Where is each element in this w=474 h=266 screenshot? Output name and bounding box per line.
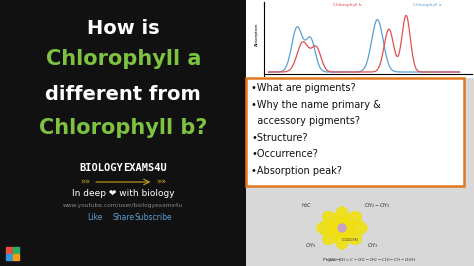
Text: $CO_2CH_3$: $CO_2CH_3$ bbox=[341, 236, 359, 244]
Text: different from: different from bbox=[46, 85, 201, 103]
Circle shape bbox=[338, 224, 346, 232]
Text: In deep ❤ with biology: In deep ❤ with biology bbox=[72, 189, 174, 198]
Circle shape bbox=[332, 218, 352, 238]
Ellipse shape bbox=[317, 222, 335, 235]
Text: Chlorophyll b: Chlorophyll b bbox=[333, 3, 362, 7]
Text: Chlorophyll b?: Chlorophyll b? bbox=[39, 118, 208, 138]
Text: $CH_3$: $CH_3$ bbox=[305, 242, 316, 251]
Text: BIOLOGY: BIOLOGY bbox=[80, 163, 123, 173]
Ellipse shape bbox=[346, 229, 361, 244]
Text: •Why the name primary &: •Why the name primary & bbox=[252, 99, 381, 110]
Bar bbox=[0, 0, 246, 266]
Text: $CH_2-CH=C-CH_2-CH_2-CH_2-CH-CH_2H$: $CH_2-CH=C-CH_2-CH_2-CH_2-CH-CH_2H$ bbox=[328, 256, 417, 264]
Ellipse shape bbox=[323, 212, 338, 227]
Text: •Absorption peak?: •Absorption peak? bbox=[252, 166, 342, 176]
Text: Absorption: Absorption bbox=[255, 22, 258, 46]
Text: »»: »» bbox=[156, 177, 166, 186]
Text: Phytol {: Phytol { bbox=[323, 258, 341, 262]
Text: Chlorophyll a: Chlorophyll a bbox=[46, 49, 201, 69]
Ellipse shape bbox=[336, 231, 348, 249]
Bar bbox=[6, 254, 12, 260]
Ellipse shape bbox=[346, 212, 361, 227]
Text: Subscribe: Subscribe bbox=[135, 214, 172, 222]
Text: Chlorophyll a: Chlorophyll a bbox=[412, 3, 441, 7]
Bar bbox=[6, 247, 12, 253]
Bar bbox=[246, 0, 474, 266]
Text: Like: Like bbox=[88, 214, 103, 222]
Bar bbox=[13, 254, 19, 260]
Ellipse shape bbox=[349, 222, 367, 235]
Ellipse shape bbox=[336, 207, 348, 225]
Text: »»: »» bbox=[80, 177, 91, 186]
Text: EXAMS4U: EXAMS4U bbox=[123, 163, 167, 173]
Text: $H_2C$: $H_2C$ bbox=[301, 202, 313, 210]
Text: Share: Share bbox=[112, 214, 134, 222]
Text: •Structure?: •Structure? bbox=[252, 133, 308, 143]
Text: •What are pigments?: •What are pigments? bbox=[252, 83, 356, 93]
Text: accessory pigments?: accessory pigments? bbox=[252, 116, 361, 126]
Bar bbox=[13, 247, 19, 253]
Ellipse shape bbox=[323, 229, 338, 244]
Bar bbox=[246, 78, 464, 186]
Text: $CH_2-CH_3$: $CH_2-CH_3$ bbox=[364, 202, 390, 210]
Bar bbox=[246, 0, 474, 78]
Text: $CH_3$: $CH_3$ bbox=[366, 242, 377, 251]
Text: How is: How is bbox=[87, 19, 160, 38]
Text: •Occurrence?: •Occurrence? bbox=[252, 149, 319, 159]
Text: www.youtube.com/user/biologyexams4u: www.youtube.com/user/biologyexams4u bbox=[63, 203, 183, 209]
